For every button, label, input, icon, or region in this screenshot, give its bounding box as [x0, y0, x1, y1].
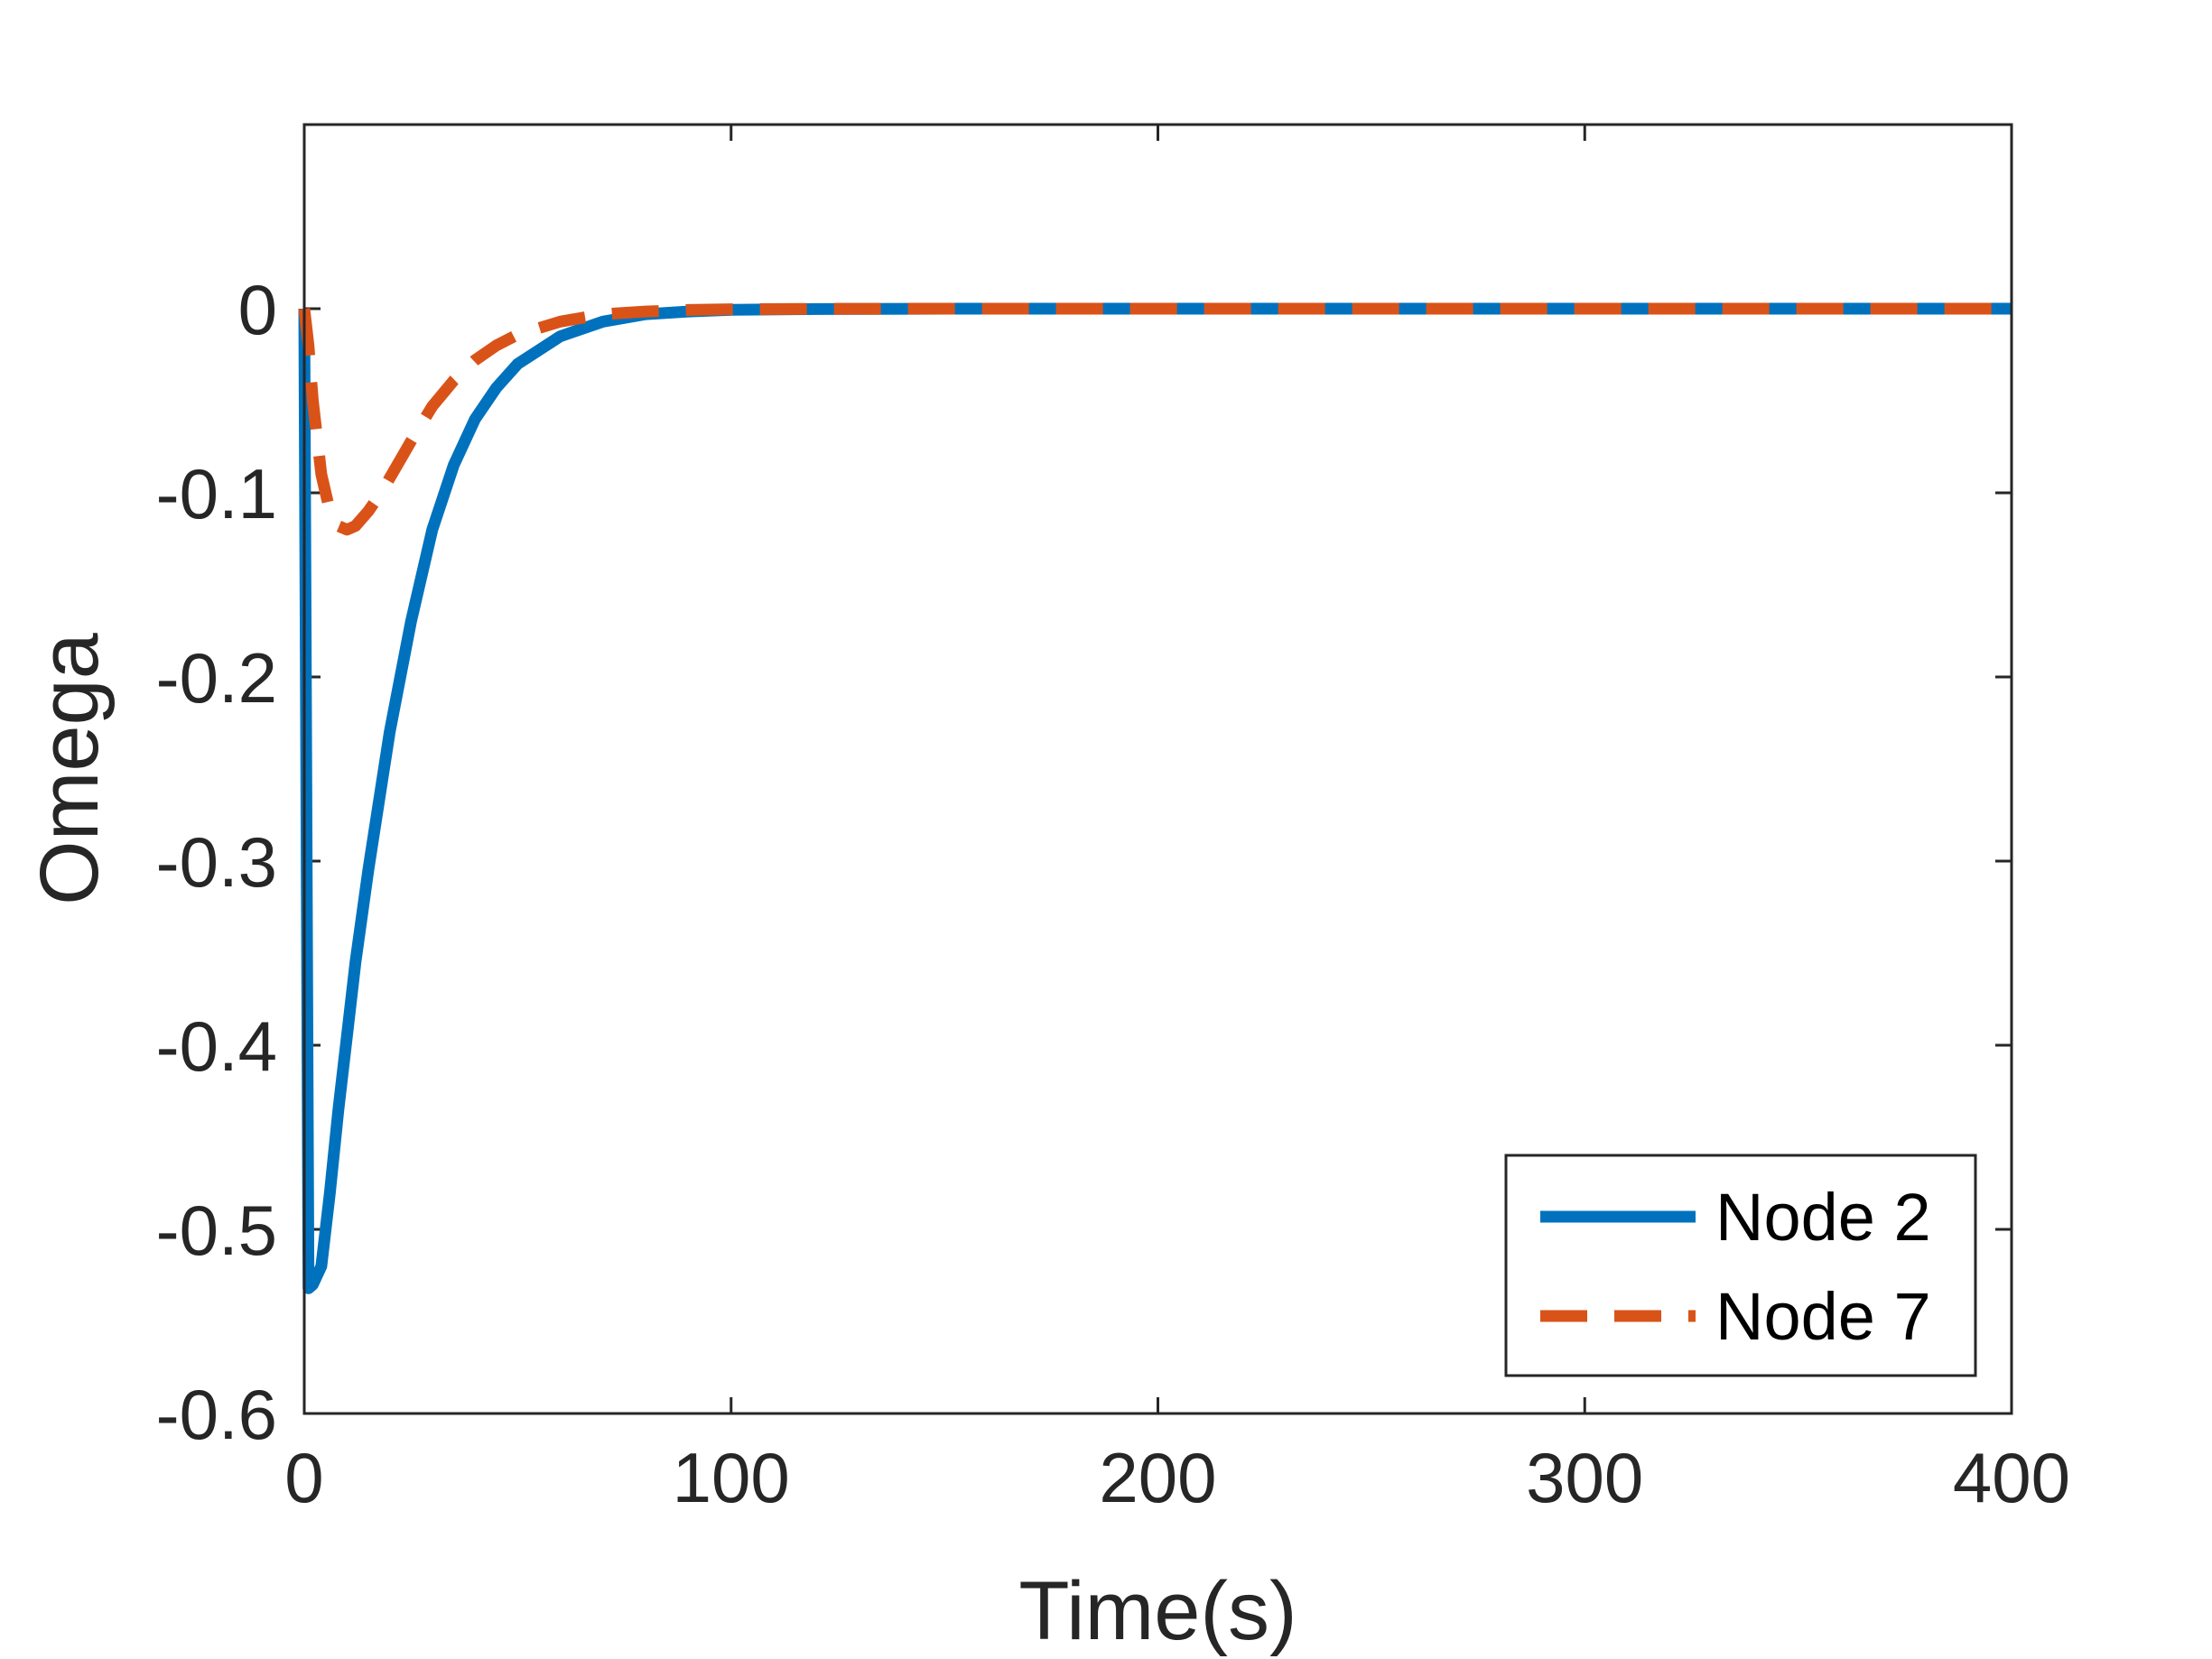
y-tick-label: -0.3 — [156, 822, 277, 902]
x-tick-label: 200 — [1099, 1438, 1216, 1517]
x-tick-label: 300 — [1526, 1438, 1643, 1517]
y-tick-label: 0 — [238, 270, 277, 349]
series-line-node-2 — [298, 302, 2012, 1294]
legend-box — [1504, 1154, 1977, 1377]
series-line-node-7 — [298, 302, 2012, 536]
series-layer — [298, 302, 2012, 1294]
y-tick-label: -0.6 — [156, 1375, 277, 1454]
x-tick-label: 100 — [673, 1438, 790, 1517]
legend-label-node-7: Node 7 — [1715, 1279, 1931, 1354]
y-tick-label: -0.5 — [156, 1191, 277, 1270]
y-axis-ticks: 0 -0.1 -0.2 -0.3 -0.4 -0.5 -0.6 — [156, 270, 2012, 1454]
legend-label-node-2: Node 2 — [1715, 1180, 1931, 1255]
plot-area-border — [302, 123, 2013, 1415]
y-tick-label: -0.1 — [156, 454, 277, 533]
y-axis-label: Omega — [23, 632, 116, 905]
x-tick-label: 400 — [1953, 1438, 2070, 1517]
x-axis-label: Time(s) — [1018, 1565, 1297, 1657]
y-tick-label: -0.2 — [156, 638, 277, 718]
legend: Node 2 Node 7 — [1504, 1154, 1977, 1377]
x-axis-ticks: 0 100 200 300 400 — [284, 125, 2070, 1517]
x-tick-label: 0 — [284, 1438, 323, 1517]
y-tick-label: -0.4 — [156, 1006, 277, 1086]
